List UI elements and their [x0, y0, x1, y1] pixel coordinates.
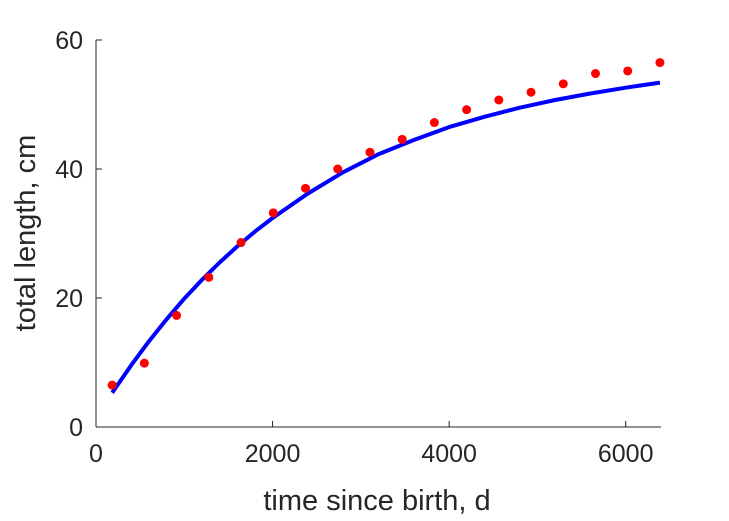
data-point	[333, 164, 343, 174]
axis-labels: time since birth, d total length, cm	[10, 135, 491, 517]
y-tick-label: 20	[55, 285, 83, 313]
x-tick-label: 0	[89, 440, 103, 468]
data-point	[172, 310, 182, 320]
data-point	[365, 147, 375, 157]
data-point	[429, 118, 439, 128]
x-tick-label: 6000	[598, 440, 654, 468]
y-tick-label: 0	[69, 414, 83, 442]
data-point	[494, 95, 504, 105]
data-point	[397, 134, 407, 144]
data-point	[590, 69, 600, 79]
fit-curve	[110, 80, 661, 394]
y-axis-label: total length, cm	[10, 135, 42, 332]
data-point	[236, 238, 246, 248]
x-axis-label: time since birth, d	[263, 485, 490, 517]
y-tick-label: 40	[55, 156, 83, 184]
data-point	[204, 272, 214, 282]
data-point	[462, 105, 472, 115]
data-point	[139, 358, 149, 368]
data-point	[300, 183, 310, 193]
x-tick-label: 4000	[421, 440, 477, 468]
y-tick-label: 60	[55, 27, 83, 55]
axes: 0 2000 4000 6000 0 20 40 60	[55, 27, 661, 468]
data-point	[268, 208, 278, 218]
x-tick-label: 2000	[245, 440, 301, 468]
chart-marks	[107, 58, 665, 394]
data-point	[558, 79, 568, 89]
data-point	[655, 58, 665, 68]
data-point	[623, 66, 633, 76]
data-point	[107, 380, 117, 390]
data-point	[526, 87, 536, 97]
